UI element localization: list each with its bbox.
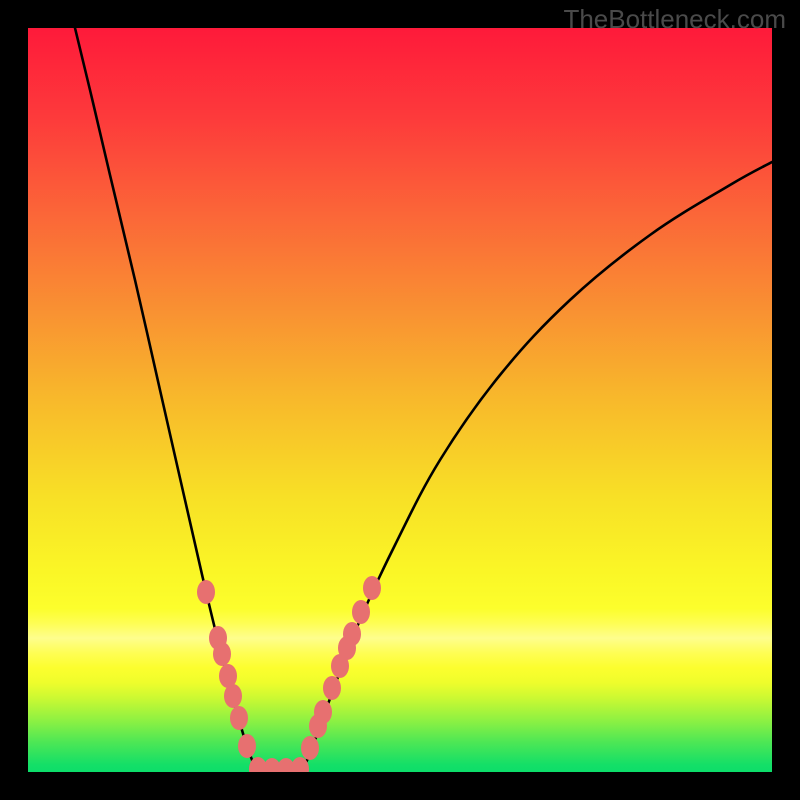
chart-root: TheBottleneck.com xyxy=(0,0,800,800)
data-marker xyxy=(301,736,319,760)
data-marker xyxy=(352,600,370,624)
data-marker xyxy=(230,706,248,730)
data-marker xyxy=(363,576,381,600)
watermark-text: TheBottleneck.com xyxy=(563,4,786,35)
data-marker xyxy=(323,676,341,700)
data-marker xyxy=(238,734,256,758)
data-marker xyxy=(314,700,332,724)
data-marker xyxy=(343,622,361,646)
data-marker xyxy=(224,684,242,708)
chart-svg xyxy=(0,0,800,800)
plot-background xyxy=(28,28,772,772)
data-marker xyxy=(197,580,215,604)
data-marker xyxy=(213,642,231,666)
